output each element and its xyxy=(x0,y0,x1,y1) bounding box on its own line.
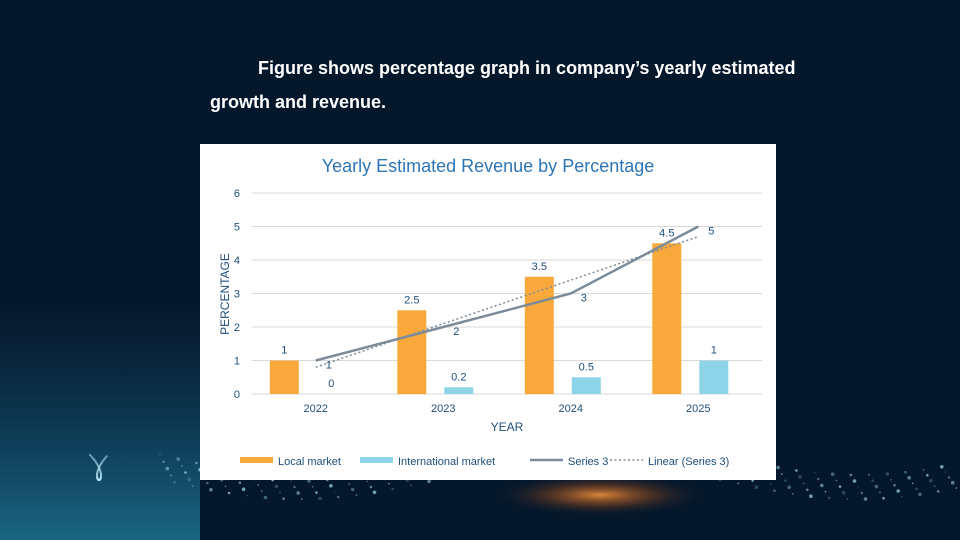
legend-swatch xyxy=(360,457,393,463)
bar-data-label: 1 xyxy=(281,345,287,357)
trendline xyxy=(315,235,699,368)
chart: Yearly Estimated Revenue by Percentage 1… xyxy=(218,156,762,468)
bar xyxy=(571,377,601,395)
chart-panel: Yearly Estimated Revenue by Percentage 1… xyxy=(200,144,776,480)
legend-label: International market xyxy=(398,456,495,468)
bar-data-label: 2.5 xyxy=(404,294,419,306)
y-tick-label: 6 xyxy=(234,188,240,200)
line-data-label: 1 xyxy=(326,360,332,372)
bar-data-label: 0.5 xyxy=(579,361,594,373)
bar-data-label: 0.2 xyxy=(451,371,466,383)
line-data-label: 2 xyxy=(453,326,459,338)
y-axis-label: PERCENTAGE xyxy=(218,253,232,335)
bar xyxy=(524,276,554,395)
caption-line-2: growth and revenue. xyxy=(210,92,387,112)
legend-label: Series 3 xyxy=(568,456,608,468)
y-tick-label: 5 xyxy=(234,222,240,234)
x-tick-label: 2024 xyxy=(559,403,583,415)
caption-line-1: Figure shows percentage graph in company… xyxy=(258,58,796,78)
y-tick-label: 0 xyxy=(234,389,240,401)
line-data-label: 3 xyxy=(581,293,587,305)
x-tick-label: 2022 xyxy=(304,403,328,415)
chart-title: Yearly Estimated Revenue by Percentage xyxy=(322,156,655,176)
legend-label: Linear (Series 3) xyxy=(648,456,729,468)
y-tick-label: 2 xyxy=(234,322,240,334)
bar xyxy=(444,387,474,394)
bar-data-label: 0 xyxy=(328,378,334,390)
y-tick-label: 3 xyxy=(234,289,240,301)
x-axis-label: YEAR xyxy=(491,420,524,434)
bar xyxy=(652,243,682,395)
x-tick-label: 2023 xyxy=(431,403,455,415)
line-data-label: 5 xyxy=(708,226,714,238)
bar xyxy=(269,360,299,394)
bar xyxy=(699,360,729,394)
series-line xyxy=(315,225,699,362)
y-tick-label: 1 xyxy=(234,356,240,368)
legend: Local market International market Series 3… xyxy=(240,456,729,468)
x-tick-label: 2025 xyxy=(686,403,710,415)
bar xyxy=(397,310,427,395)
legend-swatch xyxy=(240,457,273,463)
y-tick-label: 4 xyxy=(234,255,240,267)
bar-data-label: 1 xyxy=(711,345,717,357)
bar-data-label: 3.5 xyxy=(532,261,547,273)
legend-label: Local market xyxy=(278,456,341,468)
bar-data-label: 4.5 xyxy=(659,227,674,239)
